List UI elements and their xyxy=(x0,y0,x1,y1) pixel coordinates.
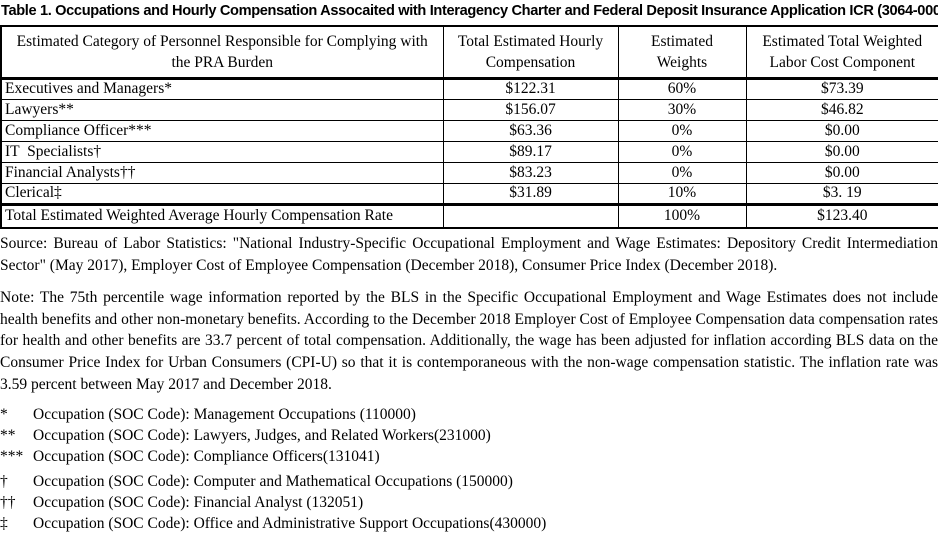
cell-weight: 0% xyxy=(617,140,747,163)
cell-weighted: $3. 19 xyxy=(745,182,938,205)
cell-category: Executives and Managers* xyxy=(0,77,444,100)
footnote-text: Occupation (SOC Code): Financial Analyst… xyxy=(33,494,364,512)
footnote-text: Occupation (SOC Code): Lawyers, Judges, … xyxy=(33,427,491,445)
footnote-symbol: ** xyxy=(0,427,16,445)
footnote-symbol: *** xyxy=(0,448,24,466)
table-total-row: Total Estimated Weighted Average Hourly … xyxy=(0,202,938,229)
header-category: Estimated Category of Personnel Responsi… xyxy=(0,25,444,80)
cell-weighted: $46.82 xyxy=(745,98,938,121)
cell-weighted: $73.39 xyxy=(745,77,938,100)
footnote-item: * Occupation (SOC Code): Management Occu… xyxy=(0,404,938,425)
footnotes-section: * Occupation (SOC Code): Management Occu… xyxy=(0,404,938,533)
cell-category: Compliance Officer*** xyxy=(0,119,444,142)
footnote-text: Occupation (SOC Code): Office and Admini… xyxy=(33,515,547,533)
cell-weight: 0% xyxy=(617,161,747,184)
footnote-symbol: †† xyxy=(0,494,16,512)
table-row: Compliance Officer*** $63.36 0% $0.00 xyxy=(0,119,938,142)
cell-total-label: Total Estimated Weighted Average Hourly … xyxy=(0,202,444,229)
cell-total-compensation xyxy=(442,202,619,229)
header-weighted-cost: Estimated Total Weighted Labor Cost Comp… xyxy=(745,25,938,80)
compensation-table: Estimated Category of Personnel Responsi… xyxy=(0,25,938,229)
cell-total-weight: 100% xyxy=(617,202,747,229)
cell-weight: 10% xyxy=(617,182,747,205)
cell-compensation: $31.89 xyxy=(442,182,619,205)
cell-category: Lawyers** xyxy=(0,98,444,121)
footnote-text: Occupation (SOC Code): Management Occupa… xyxy=(33,406,416,424)
table-title: Table 1. Occupations and Hourly Compensa… xyxy=(1,3,938,19)
cell-compensation: $89.17 xyxy=(442,140,619,163)
cell-weight: 60% xyxy=(617,77,747,100)
table-row: Clerical‡ $31.89 10% $3. 19 xyxy=(0,182,938,205)
table-row: IT Specialists† $89.17 0% $0.00 xyxy=(0,140,938,163)
header-weights: Estimated Weights xyxy=(617,25,747,80)
footnote-symbol: ‡ xyxy=(0,515,8,533)
footnote-symbol: * xyxy=(0,406,8,424)
footnote-text: Occupation (SOC Code): Computer and Math… xyxy=(33,473,513,491)
header-compensation: Total Estimated Hourly Compensation xyxy=(442,25,619,80)
cell-compensation: $63.36 xyxy=(442,119,619,142)
cell-weighted: $0.00 xyxy=(745,119,938,142)
cell-category: Financial Analysts†† xyxy=(0,161,444,184)
footnote-item: ** Occupation (SOC Code): Lawyers, Judge… xyxy=(0,425,938,446)
cell-category: IT Specialists† xyxy=(0,140,444,163)
table-row: Lawyers** $156.07 30% $46.82 xyxy=(0,98,938,121)
source-paragraph: Source: Bureau of Labor Statistics: "Nat… xyxy=(0,235,938,274)
cell-weighted: $0.00 xyxy=(745,140,938,163)
table-row: Executives and Managers* $122.31 60% $73… xyxy=(0,77,938,100)
cell-weight: 30% xyxy=(617,98,747,121)
footnote-symbol: † xyxy=(0,473,8,491)
cell-weighted: $0.00 xyxy=(745,161,938,184)
cell-weight: 0% xyxy=(617,119,747,142)
footnote-item: ‡ Occupation (SOC Code): Office and Admi… xyxy=(0,513,938,533)
table-header-row: Estimated Category of Personnel Responsi… xyxy=(0,25,938,80)
note-paragraph: Note: The 75th percentile wage informati… xyxy=(0,289,938,393)
cell-total-weighted: $123.40 xyxy=(745,202,938,229)
cell-compensation: $156.07 xyxy=(442,98,619,121)
cell-compensation: $83.23 xyxy=(442,161,619,184)
cell-category: Clerical‡ xyxy=(0,182,444,205)
footnote-text: Occupation (SOC Code): Compliance Office… xyxy=(33,448,380,466)
footnote-item: *** Occupation (SOC Code): Compliance Of… xyxy=(0,446,938,467)
cell-compensation: $122.31 xyxy=(442,77,619,100)
table-row: Financial Analysts†† $83.23 0% $0.00 xyxy=(0,161,938,184)
footnote-item: †† Occupation (SOC Code): Financial Anal… xyxy=(0,492,938,513)
footnote-item: † Occupation (SOC Code): Computer and Ma… xyxy=(0,471,938,492)
